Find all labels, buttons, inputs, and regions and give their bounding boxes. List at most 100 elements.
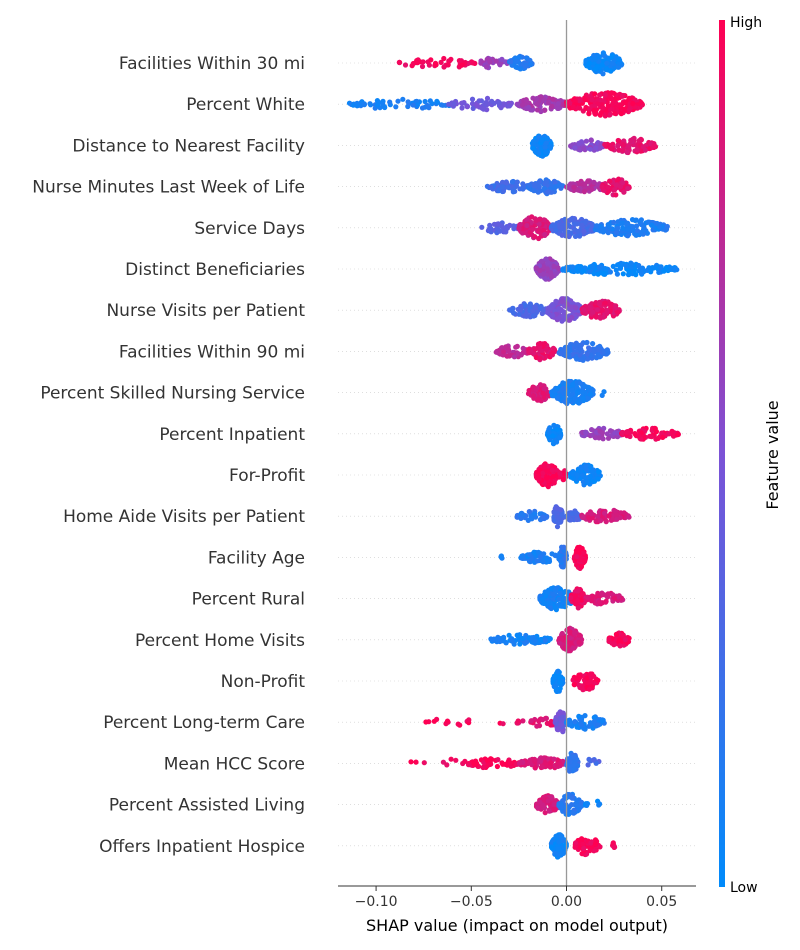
shap-point xyxy=(615,262,621,268)
shap-point xyxy=(618,220,624,226)
shap-point xyxy=(552,223,558,229)
shap-point xyxy=(543,347,549,353)
shap-point xyxy=(551,673,558,679)
feature-label: Nurse Visits per Patient xyxy=(106,301,305,321)
shap-point xyxy=(451,101,457,107)
shap-point xyxy=(568,640,574,646)
shap-point xyxy=(633,217,639,223)
shap-point xyxy=(551,263,557,270)
shap-point xyxy=(622,100,628,106)
shap-points xyxy=(346,50,682,860)
shap-point xyxy=(580,514,586,521)
shap-point xyxy=(527,552,533,558)
shap-point xyxy=(549,467,555,473)
shap-point xyxy=(500,721,506,727)
shap-point xyxy=(651,143,657,149)
shap-point xyxy=(573,305,579,311)
shap-point xyxy=(585,63,591,69)
shap-point xyxy=(608,68,614,74)
shap-point xyxy=(532,234,538,240)
shap-point xyxy=(469,96,476,102)
shap-point xyxy=(589,97,595,103)
shap-point xyxy=(471,761,477,767)
shap-point xyxy=(600,307,606,313)
shap-point xyxy=(571,184,577,190)
shap-point xyxy=(527,301,534,307)
shap-point xyxy=(617,637,623,643)
shap-point xyxy=(610,263,616,269)
shap-point xyxy=(626,268,632,274)
shap-point xyxy=(593,145,599,151)
shap-point xyxy=(569,387,575,393)
shap-point xyxy=(576,713,582,720)
shap-point xyxy=(590,757,597,763)
shap-point xyxy=(532,304,538,310)
shap-point xyxy=(497,228,503,234)
shap-point xyxy=(525,391,532,397)
shap-point xyxy=(555,265,561,271)
shap-point xyxy=(569,802,575,808)
shap-point xyxy=(549,302,556,308)
feature-label: Offers Inpatient Hospice xyxy=(99,837,305,857)
shap-point xyxy=(563,314,569,320)
shap-point xyxy=(572,719,578,725)
shap-point xyxy=(567,517,573,523)
feature-label: Facilities Within 30 mi xyxy=(119,54,305,74)
shap-point xyxy=(422,98,428,105)
shap-point xyxy=(614,271,621,277)
shap-point xyxy=(560,385,567,391)
shap-point xyxy=(504,353,510,359)
shap-point xyxy=(576,682,582,688)
shap-point xyxy=(560,309,566,315)
shap-point xyxy=(495,757,501,763)
shap-point xyxy=(663,264,670,271)
shap-point xyxy=(480,106,486,112)
shap-point xyxy=(518,352,524,358)
shap-point xyxy=(531,351,537,357)
shap-point xyxy=(607,428,614,434)
shap-point xyxy=(601,425,607,431)
shap-point xyxy=(614,512,620,518)
shap-point xyxy=(586,111,592,117)
shap-point xyxy=(522,64,528,70)
shap-point xyxy=(354,103,360,109)
shap-point xyxy=(581,228,587,234)
shap-point xyxy=(531,756,538,763)
shap-point xyxy=(571,630,578,636)
shap-point xyxy=(483,100,489,106)
colorbar-low-label: Low xyxy=(730,880,758,896)
shap-point xyxy=(645,219,651,225)
shap-point xyxy=(524,217,530,223)
shap-point xyxy=(545,100,551,106)
shap-point xyxy=(570,645,576,651)
feature-label: Percent Assisted Living xyxy=(109,796,305,816)
shap-point xyxy=(546,808,553,814)
shap-point xyxy=(501,349,507,355)
shap-point xyxy=(537,340,543,347)
shap-point xyxy=(587,391,594,397)
shap-point xyxy=(526,350,532,356)
shap-point xyxy=(593,841,599,847)
shap-point xyxy=(537,179,543,185)
shap-point xyxy=(541,386,547,392)
shap-point xyxy=(484,64,490,70)
shap-point xyxy=(596,469,602,475)
shap-point xyxy=(602,141,608,148)
shap-point xyxy=(595,722,601,728)
x-axis: −0.10 −0.05 0.00 0.05 xyxy=(338,885,696,910)
shap-point xyxy=(661,268,667,274)
shap-point xyxy=(573,840,579,846)
shap-point xyxy=(570,264,576,270)
shap-point xyxy=(536,397,542,403)
shap-point xyxy=(574,516,580,523)
shap-point xyxy=(550,312,556,319)
shap-point xyxy=(617,643,623,649)
shap-point xyxy=(513,183,520,189)
shap-point xyxy=(419,105,426,111)
shap-point xyxy=(591,107,597,113)
shap-point xyxy=(541,600,547,606)
shap-point xyxy=(669,429,675,435)
shap-point xyxy=(558,603,564,609)
shap-point xyxy=(604,347,610,353)
shap-point xyxy=(619,93,626,99)
